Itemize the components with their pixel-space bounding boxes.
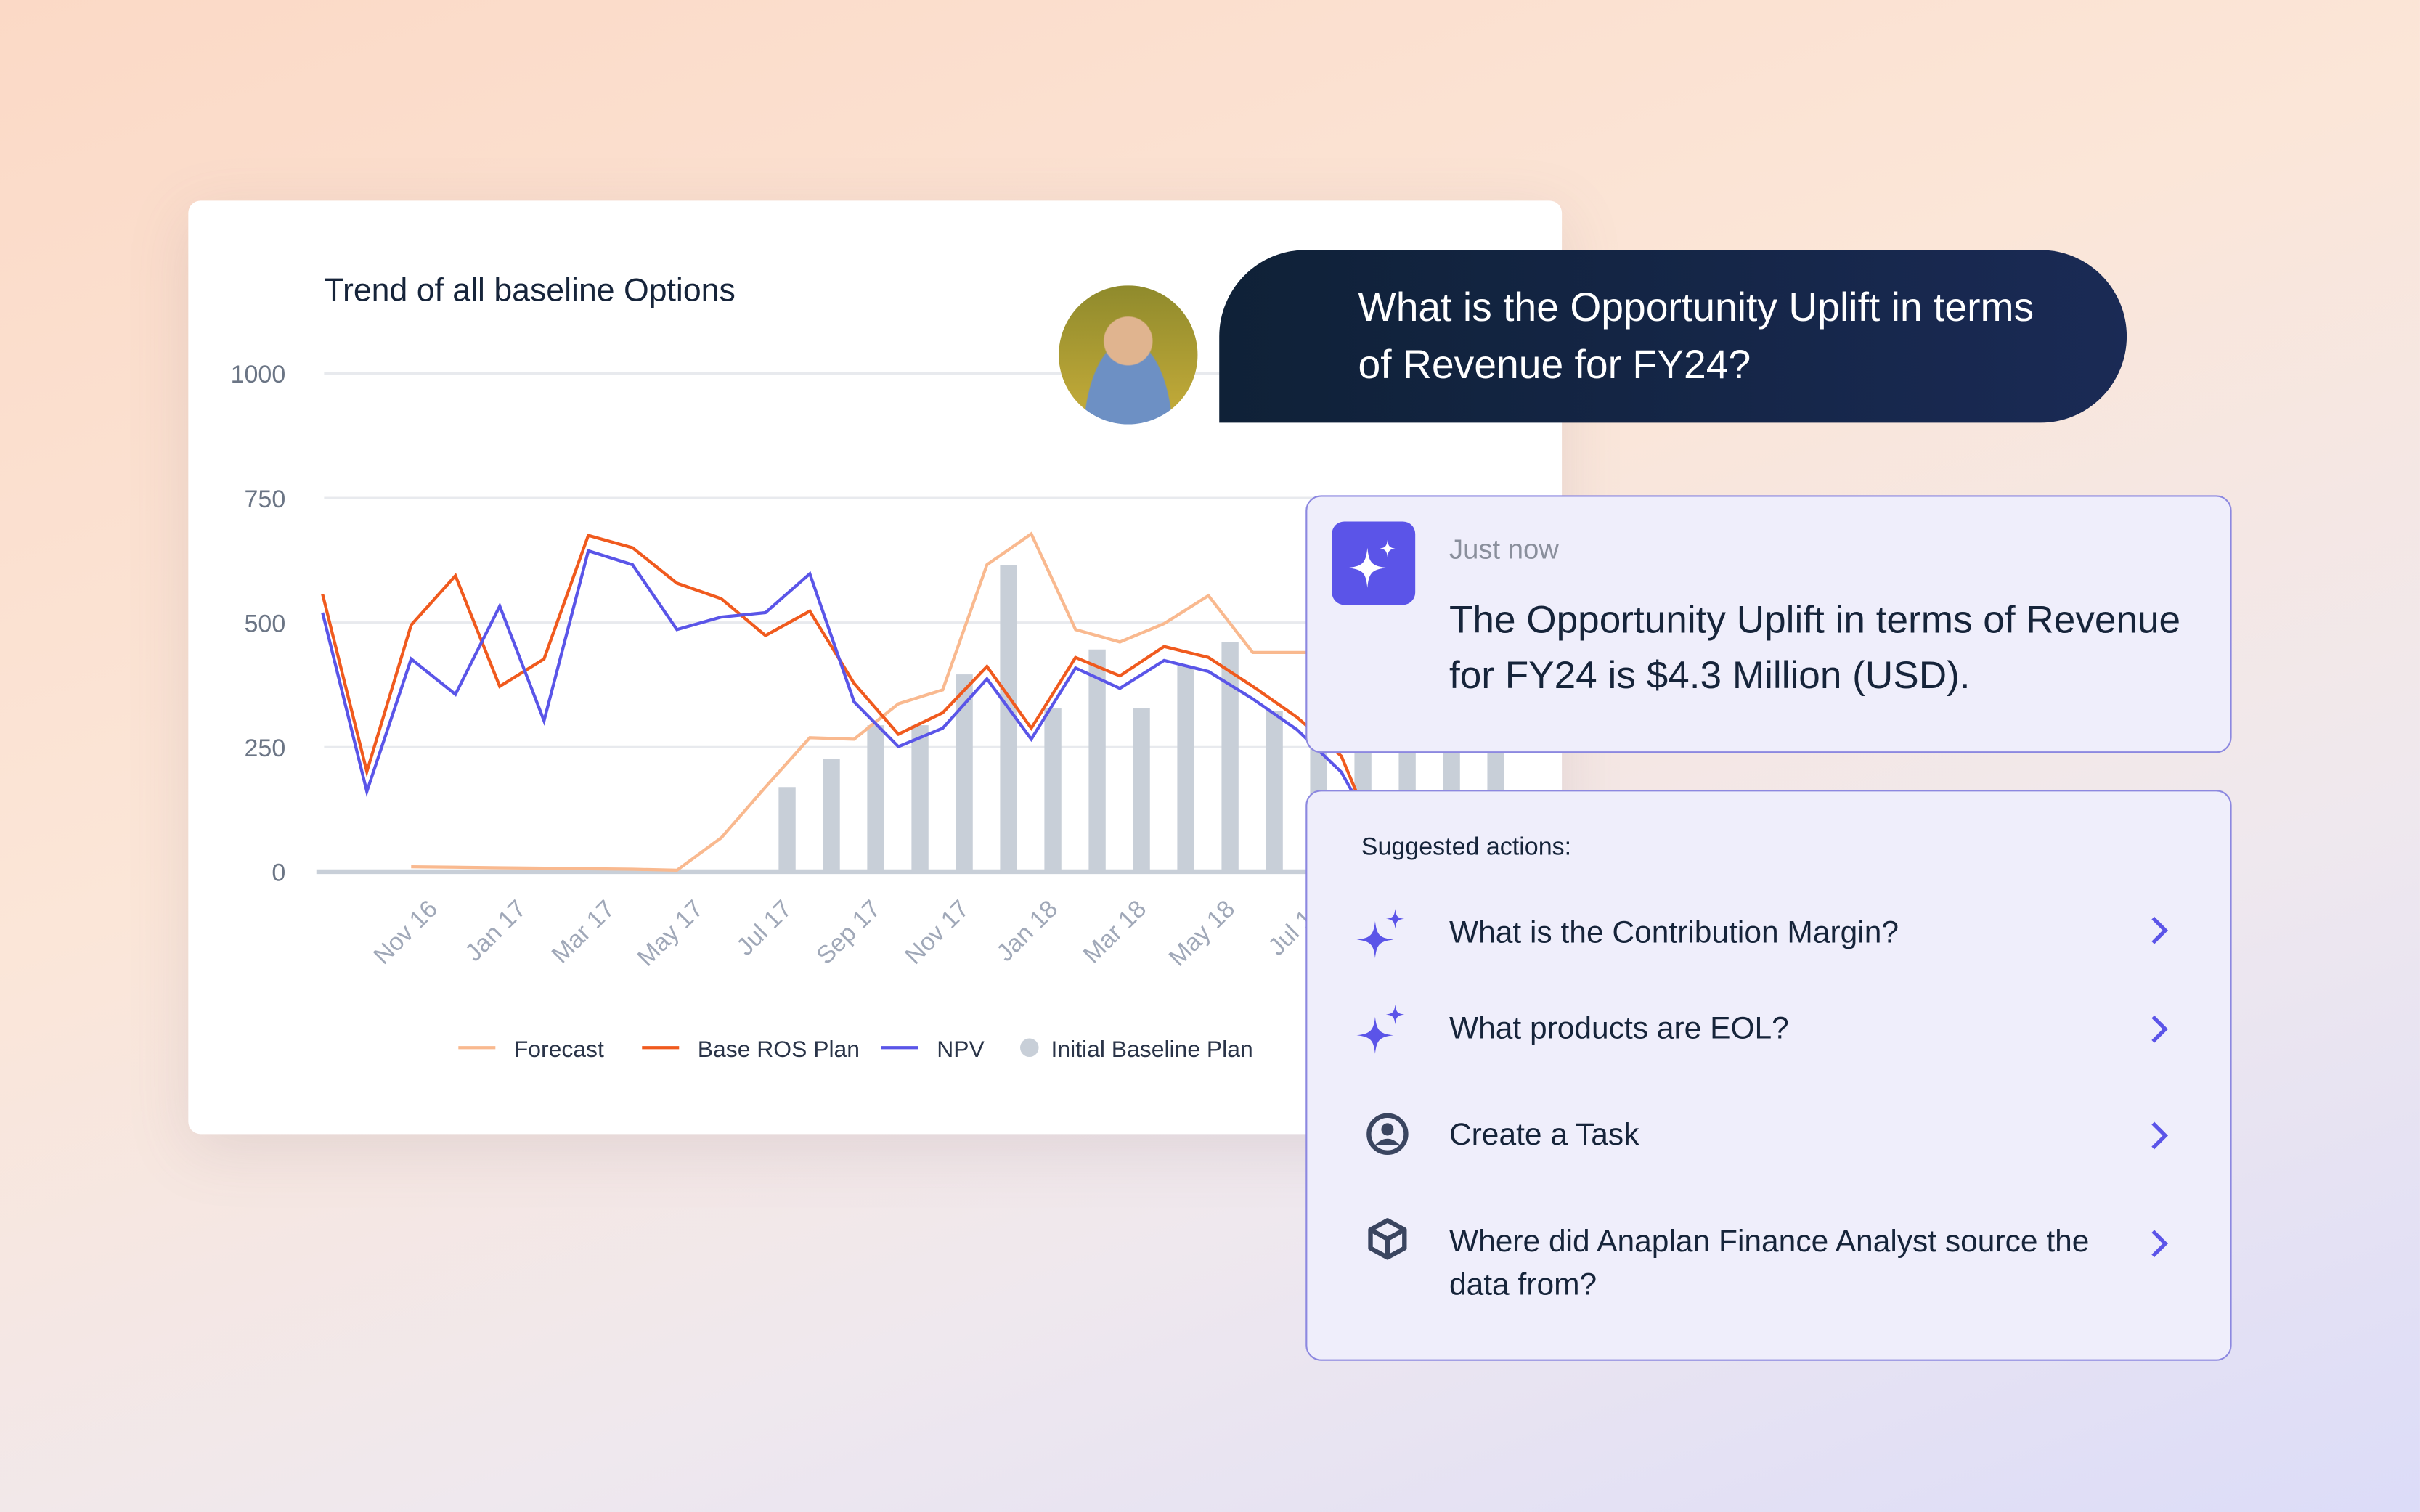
sparkle-icon [1347,539,1396,588]
suggestions-heading: Suggested actions: [1361,834,1572,862]
chart-title: Trend of all baseline Options [324,272,735,308]
bar [956,674,973,872]
y-tick-label: 500 [245,610,286,637]
person-icon [1366,1113,1409,1156]
line [411,531,1342,873]
x-tick-label: Nov 17 [900,895,974,970]
legend-label: NPV [937,1036,985,1062]
legend-swatch [1020,1038,1039,1058]
chevron[interactable] [2143,1010,2175,1047]
suggestions-panel: Suggested actions: What is the Contribut… [1305,790,2232,1361]
ai-icon [1332,521,1416,605]
action[interactable]: Create a Task [1449,1119,1639,1153]
bar [1221,642,1239,872]
bar [911,725,929,872]
chevron[interactable] [2143,912,2175,949]
bar [778,787,796,872]
timestamp: Just now [1449,534,1559,565]
x-tick-label: Mar 17 [546,895,620,969]
sparkle-icon [1356,1004,1405,1054]
bar [1177,666,1194,872]
reply-panel: Just now The Opportunity Uplift in terms… [1305,495,2232,753]
action[interactable]: Where did Anaplan Finance Analyst source… [1449,1225,2090,1303]
action[interactable]: What is the Contribution Margin? [1449,916,1899,951]
x-tick-label: Jan 18 [991,895,1063,967]
x-tick-label: May 18 [1164,895,1241,972]
sparkle-icon [1356,908,1405,958]
x-tick-label: Mar 18 [1078,895,1152,969]
x-tick-label: Jul 17 [731,895,797,961]
line [321,533,1388,863]
bar [1266,711,1283,872]
bar [1088,649,1106,872]
y-tick-label: 250 [245,735,286,762]
y-tick-label: 0 [272,859,285,887]
bar [1000,565,1017,872]
x-tick-label: Nov 16 [368,895,443,970]
bar [1044,708,1062,872]
line [321,549,1388,853]
x-tick-label: May 17 [632,895,709,972]
legend-label: Forecast [514,1036,604,1062]
bar [823,759,840,872]
user-avatar [1059,285,1198,425]
bar [867,725,884,872]
x-tick-label: Jan 17 [460,895,531,967]
legend-label: Base ROS Plan [698,1036,860,1062]
y-tick-label: 750 [245,486,286,513]
x-tick-label: Sep 17 [811,895,886,970]
answer: The Opportunity Uplift in terms of Reven… [1449,598,2181,698]
cube-icon [1368,1218,1407,1260]
y-tick-label: 1000 [231,361,286,388]
user-question: What is the Opportunity Uplift in terms … [1219,250,2127,423]
chevron[interactable] [2143,1117,2175,1154]
chevron[interactable] [2143,1225,2175,1262]
action[interactable]: What products are EOL? [1449,1012,1789,1047]
legend-label: Initial Baseline Plan [1051,1036,1253,1062]
bar [1133,708,1150,872]
